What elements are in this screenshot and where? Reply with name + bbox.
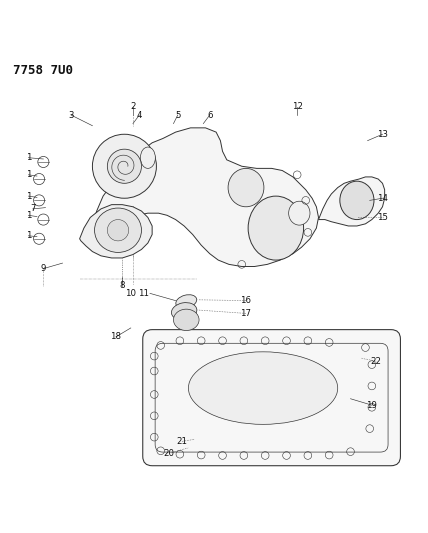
Text: 4: 4 [137,110,142,119]
Text: 9: 9 [41,264,46,273]
Text: 21: 21 [176,437,187,446]
Text: 1: 1 [26,170,31,179]
Polygon shape [92,128,318,266]
Text: 1: 1 [26,211,31,220]
Text: 13: 13 [377,130,388,139]
Ellipse shape [140,147,155,168]
Text: 6: 6 [207,110,212,119]
Polygon shape [318,177,385,226]
Text: 11: 11 [138,289,149,298]
Text: 5: 5 [175,110,181,119]
Text: 3: 3 [68,110,74,119]
Text: 7758 7U0: 7758 7U0 [14,64,74,77]
Text: 12: 12 [292,102,303,111]
Ellipse shape [340,181,374,220]
Text: 1: 1 [26,191,31,200]
Text: 2: 2 [130,102,136,111]
Text: 14: 14 [377,193,388,203]
Text: 17: 17 [241,309,252,318]
Ellipse shape [95,208,142,253]
Ellipse shape [172,303,197,320]
Text: 16: 16 [241,296,252,305]
Text: 18: 18 [110,333,122,342]
Text: 8: 8 [119,281,125,290]
Circle shape [107,220,129,241]
Polygon shape [80,205,152,258]
Text: 10: 10 [125,289,136,298]
Text: 7: 7 [30,205,36,213]
Circle shape [92,134,156,198]
Text: 19: 19 [366,401,377,410]
Text: 22: 22 [371,357,382,366]
Text: 1: 1 [26,153,31,162]
Ellipse shape [188,352,338,424]
Ellipse shape [176,295,197,308]
Text: 1: 1 [26,231,31,240]
Ellipse shape [228,168,264,207]
FancyBboxPatch shape [143,329,401,466]
Text: 20: 20 [163,449,175,458]
Text: 15: 15 [377,213,388,222]
Circle shape [107,149,142,183]
Ellipse shape [173,309,199,330]
Ellipse shape [248,196,303,260]
Ellipse shape [288,201,310,225]
